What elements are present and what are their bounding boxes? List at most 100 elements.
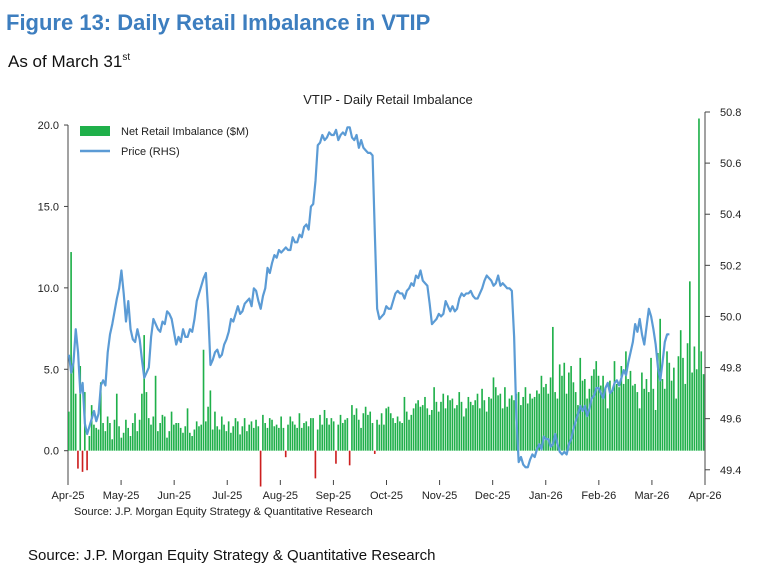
bar xyxy=(93,424,95,451)
bar xyxy=(154,375,157,451)
bar xyxy=(271,419,273,451)
bar xyxy=(533,396,536,451)
bar xyxy=(517,392,520,451)
bar xyxy=(572,382,575,451)
subtitle-text: As of March 31 xyxy=(8,52,123,71)
bar xyxy=(143,335,145,451)
bar xyxy=(588,388,591,451)
bar xyxy=(252,427,255,451)
bar xyxy=(227,421,230,451)
right-tick-label: 50.8 xyxy=(720,107,741,119)
bar xyxy=(141,393,143,451)
bar xyxy=(353,414,356,451)
bar xyxy=(460,401,463,451)
bar xyxy=(118,426,120,451)
bar xyxy=(232,426,235,451)
x-tick-label: Mar-26 xyxy=(634,490,669,502)
bar xyxy=(214,411,216,451)
bar xyxy=(380,413,383,451)
bar xyxy=(625,351,627,451)
bar-series xyxy=(68,118,705,487)
bar xyxy=(264,423,266,451)
bar xyxy=(647,392,650,451)
bar xyxy=(88,436,91,451)
bar xyxy=(526,403,529,451)
bar xyxy=(218,429,221,451)
x-tick-label: Sep-25 xyxy=(316,490,351,502)
bar xyxy=(554,392,556,451)
bar xyxy=(278,427,280,451)
bar xyxy=(394,423,397,451)
bar xyxy=(184,426,187,451)
bar xyxy=(182,432,184,451)
bar xyxy=(424,396,426,451)
bar xyxy=(392,418,394,451)
bar xyxy=(312,418,314,451)
bar xyxy=(127,427,129,451)
bar xyxy=(565,393,568,451)
bar xyxy=(282,427,285,451)
bar xyxy=(330,418,333,451)
bar xyxy=(364,406,367,451)
bar xyxy=(230,432,232,451)
bar xyxy=(216,426,219,451)
bar xyxy=(152,416,155,451)
bar xyxy=(97,429,100,451)
bar xyxy=(396,416,399,451)
bar xyxy=(339,414,342,451)
bar xyxy=(351,405,353,451)
bar xyxy=(298,413,301,451)
x-tick-label: Apr-26 xyxy=(688,490,721,502)
bar xyxy=(677,356,680,451)
bar xyxy=(675,398,677,451)
bar xyxy=(307,426,310,451)
bar xyxy=(275,424,278,451)
right-tick-label: 49.6 xyxy=(720,414,741,426)
bar xyxy=(609,380,611,451)
bar xyxy=(68,411,70,451)
bar xyxy=(115,393,118,451)
bar xyxy=(641,372,643,451)
bar xyxy=(72,362,75,451)
bar xyxy=(689,281,691,451)
bar xyxy=(597,375,600,451)
bar xyxy=(691,372,693,451)
bar xyxy=(79,366,82,451)
bar xyxy=(506,406,509,451)
right-y-ticks: 49.4 49.6 49.8 50.0 50.2 50.4 50.6 50.8 xyxy=(705,107,741,477)
bar xyxy=(200,424,203,451)
bar xyxy=(136,431,139,451)
bar xyxy=(405,411,408,451)
bar xyxy=(170,411,173,451)
bar xyxy=(319,414,321,451)
legend: Net Retail Imbalance ($M) Price (RHS) xyxy=(80,126,249,158)
left-tick-label: 15.0 xyxy=(38,201,59,213)
bar xyxy=(220,416,223,451)
bar xyxy=(86,450,88,471)
bar xyxy=(536,390,538,451)
bar xyxy=(111,439,114,451)
bar xyxy=(545,383,547,451)
bar xyxy=(447,395,449,451)
bar xyxy=(198,426,200,451)
right-tick-label: 50.0 xyxy=(720,311,741,323)
x-tick-label: May-25 xyxy=(103,490,140,502)
x-tick-label: Apr-25 xyxy=(51,490,84,502)
bar xyxy=(177,423,180,451)
bar xyxy=(538,393,540,451)
bar xyxy=(444,408,447,451)
bar xyxy=(488,396,490,451)
right-tick-label: 49.4 xyxy=(720,465,741,477)
bar xyxy=(241,426,244,451)
bar xyxy=(652,388,655,451)
bar xyxy=(300,427,303,451)
bar xyxy=(145,392,148,451)
bar xyxy=(501,408,504,451)
chart-inner-source: Source: J.P. Morgan Equity Strategy & Qu… xyxy=(74,506,373,518)
bar xyxy=(695,369,698,451)
bar xyxy=(387,406,390,451)
bar xyxy=(193,429,196,451)
bar xyxy=(638,408,641,451)
bar xyxy=(266,427,269,451)
bar xyxy=(666,351,668,451)
